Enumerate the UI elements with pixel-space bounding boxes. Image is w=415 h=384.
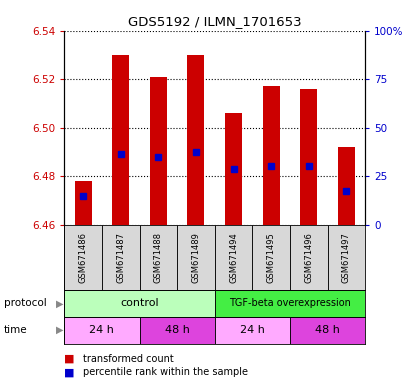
Bar [188, 55, 205, 225]
Bar [215, 317, 290, 344]
Text: 24 h: 24 h [90, 325, 115, 335]
Text: TGF-beta overexpression: TGF-beta overexpression [229, 298, 351, 308]
Bar [139, 317, 215, 344]
Bar [139, 225, 177, 290]
Text: 48 h: 48 h [165, 325, 190, 335]
Bar [290, 225, 327, 290]
Bar [64, 225, 102, 290]
Bar [225, 113, 242, 225]
Text: ▶: ▶ [56, 298, 63, 308]
Bar [290, 317, 365, 344]
Text: GSM671495: GSM671495 [267, 232, 276, 283]
Text: time: time [4, 325, 28, 335]
Bar [102, 225, 139, 290]
Bar [263, 86, 280, 225]
Bar [150, 77, 167, 225]
Text: control: control [120, 298, 159, 308]
Bar [75, 181, 92, 225]
Bar [64, 317, 139, 344]
Text: 24 h: 24 h [240, 325, 265, 335]
Bar [177, 225, 215, 290]
Text: GSM671489: GSM671489 [191, 232, 200, 283]
Text: GSM671487: GSM671487 [116, 232, 125, 283]
Text: GSM671497: GSM671497 [342, 232, 351, 283]
Bar [112, 55, 129, 225]
Text: GSM671488: GSM671488 [154, 232, 163, 283]
Bar [252, 225, 290, 290]
Bar [64, 290, 215, 317]
Text: GSM671486: GSM671486 [78, 232, 88, 283]
Bar [327, 225, 365, 290]
Bar [300, 89, 317, 225]
Text: 48 h: 48 h [315, 325, 340, 335]
Bar [215, 225, 252, 290]
Text: GSM671496: GSM671496 [304, 232, 313, 283]
Text: percentile rank within the sample: percentile rank within the sample [83, 367, 248, 377]
Text: protocol: protocol [4, 298, 47, 308]
Text: transformed count: transformed count [83, 354, 174, 364]
Text: ▶: ▶ [56, 325, 63, 335]
Bar [338, 147, 355, 225]
Text: ■: ■ [64, 354, 75, 364]
Text: ■: ■ [64, 367, 75, 377]
Bar [215, 290, 365, 317]
Title: GDS5192 / ILMN_1701653: GDS5192 / ILMN_1701653 [128, 15, 302, 28]
Text: GSM671494: GSM671494 [229, 232, 238, 283]
